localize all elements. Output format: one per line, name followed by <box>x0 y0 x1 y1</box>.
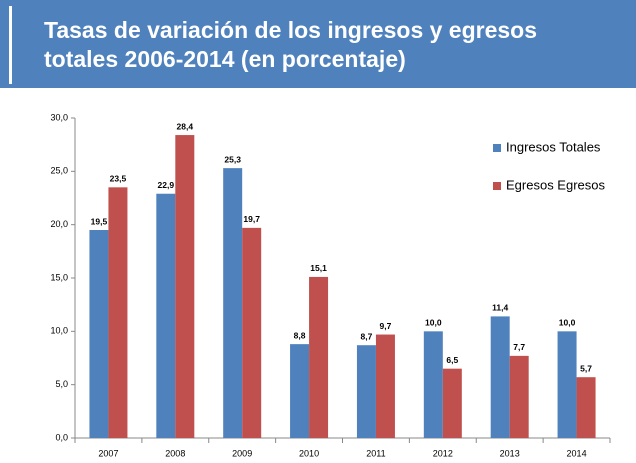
x-tick-label: 2012 <box>433 448 453 458</box>
bar <box>509 355 529 438</box>
title-banner <box>0 0 636 88</box>
bar <box>309 276 329 438</box>
bar <box>242 227 262 438</box>
bar <box>490 316 510 438</box>
x-tick-label: 2011 <box>366 448 385 458</box>
value-label: 8,7 <box>361 331 373 341</box>
bar <box>108 187 128 438</box>
legend-label: Egresos Egresos <box>506 177 605 192</box>
bar <box>175 135 195 439</box>
x-tick-label: 2013 <box>500 448 520 458</box>
value-label: 15,1 <box>310 263 327 273</box>
x-tick-label: 2010 <box>299 448 319 458</box>
value-label: 10,0 <box>559 318 576 328</box>
chart-title: Tasas de variación de los ingresos y egr… <box>44 17 538 72</box>
bar <box>290 344 310 438</box>
value-label: 10,0 <box>425 318 442 328</box>
y-tick-label: 5,0 <box>55 379 68 389</box>
value-label: 22,9 <box>158 180 175 190</box>
bar <box>557 331 577 438</box>
value-label: 6,5 <box>446 355 458 365</box>
value-label: 7,7 <box>513 342 525 352</box>
x-tick-label: 2014 <box>567 448 587 458</box>
bar <box>156 193 176 438</box>
y-tick-label: 20,0 <box>50 219 68 229</box>
value-label: 9,7 <box>380 321 392 331</box>
x-tick-label: 2008 <box>165 448 185 458</box>
value-label: 5,7 <box>580 363 592 373</box>
bar <box>356 345 376 438</box>
y-tick-label: 0,0 <box>55 432 68 442</box>
x-tick-label: 2007 <box>98 448 118 458</box>
legend-swatch <box>493 144 501 152</box>
bar <box>442 368 462 438</box>
value-label: 19,7 <box>243 214 260 224</box>
bar <box>89 230 109 438</box>
value-label: 19,5 <box>91 216 108 226</box>
banner-accent <box>9 6 12 84</box>
bar <box>576 377 596 438</box>
y-tick-label: 10,0 <box>50 326 68 336</box>
legend-label: Ingresos Totales <box>506 139 601 154</box>
legend-swatch <box>493 182 501 190</box>
y-tick-label: 25,0 <box>50 166 68 176</box>
y-tick-label: 15,0 <box>50 272 68 282</box>
bar <box>423 331 443 438</box>
bar <box>223 168 243 438</box>
value-label: 11,4 <box>492 303 508 313</box>
bar <box>375 334 395 438</box>
value-label: 23,5 <box>110 174 127 184</box>
x-tick-label: 2009 <box>232 448 252 458</box>
value-label: 8,8 <box>294 330 306 340</box>
value-label: 28,4 <box>177 121 194 131</box>
value-label: 25,3 <box>224 154 241 164</box>
y-tick-label: 30,0 <box>50 112 68 122</box>
